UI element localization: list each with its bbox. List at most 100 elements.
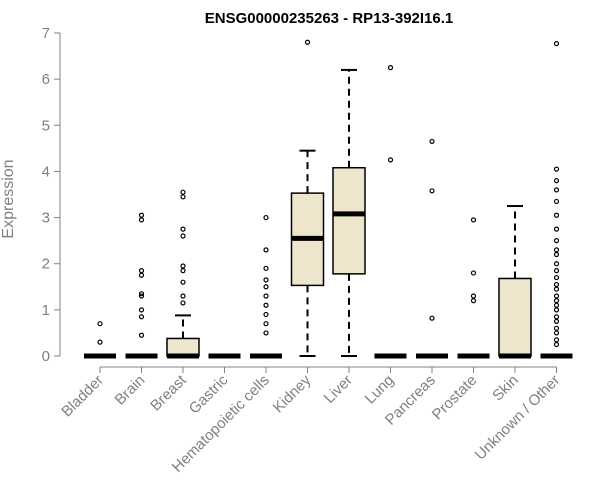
outlier-point	[387, 65, 394, 71]
outlier-point	[553, 293, 560, 299]
outlier-point	[553, 187, 560, 193]
outlier-point	[470, 298, 477, 304]
box-prostate	[457, 217, 490, 359]
y-tick-label: 1	[42, 302, 50, 319]
box-hematopoietic-cells	[250, 214, 282, 359]
y-tick-label: 3	[42, 210, 50, 227]
outlier-point	[553, 251, 560, 258]
outlier-point	[263, 321, 269, 327]
outlier-point	[553, 302, 560, 308]
box-liver	[332, 68, 366, 357]
outlier-point	[553, 318, 560, 324]
outlier-point	[553, 178, 560, 184]
outlier-point	[553, 298, 560, 304]
box-kidney	[290, 39, 325, 357]
y-tick-label: 4	[42, 163, 50, 180]
outlier-point	[263, 277, 269, 283]
box-breast	[166, 189, 200, 359]
outlier-point	[553, 212, 560, 218]
outlier-point	[470, 293, 477, 299]
outlier-point	[553, 341, 560, 348]
category-label: Liver	[321, 372, 356, 407]
outlier-point	[138, 268, 145, 274]
y-tick-label: 7	[42, 25, 50, 42]
outlier-point	[180, 263, 186, 269]
y-axis-title: Expression	[0, 159, 17, 238]
category-label: Breast	[147, 371, 190, 414]
box-unknown-other	[540, 41, 573, 359]
category-label: Bladder	[58, 372, 107, 421]
outlier-point	[553, 274, 560, 281]
category-label: Lung	[362, 372, 398, 408]
outlier-point	[180, 279, 186, 285]
outlier-point	[429, 315, 435, 321]
outlier-point	[553, 166, 560, 172]
category-label: Kidney	[270, 371, 315, 416]
y-tick-label: 2	[42, 256, 50, 273]
box-body	[332, 166, 366, 275]
y-tick-label: 6	[42, 71, 50, 88]
outlier-point	[180, 233, 186, 239]
outlier-point	[180, 300, 186, 306]
outlier-point	[553, 325, 560, 331]
outlier-point	[553, 337, 560, 343]
y-axis: 0 1 2 3 4 5 6 7	[42, 25, 61, 365]
y-tick-label: 5	[42, 117, 50, 134]
outlier-point	[553, 261, 560, 267]
outlier-point	[553, 330, 560, 336]
category-label: Skin	[489, 372, 522, 405]
category-label: Prostate	[429, 372, 481, 424]
outlier-point	[553, 238, 560, 244]
outlier-point	[138, 212, 145, 218]
outlier-point	[263, 284, 269, 290]
outlier-point	[138, 314, 145, 320]
box-bladder	[84, 321, 116, 359]
box-body	[498, 277, 532, 357]
outlier-point	[553, 307, 560, 313]
outlier-point	[263, 311, 269, 318]
box-lung	[374, 65, 407, 359]
outlier-point	[429, 138, 435, 145]
outlier-point	[304, 39, 311, 45]
outlier-point	[263, 330, 269, 336]
outlier-point	[180, 194, 186, 200]
outlier-point	[470, 270, 477, 276]
outlier-point	[470, 217, 477, 223]
outlier-point	[553, 41, 560, 47]
outlier-point	[553, 286, 560, 292]
outlier-point	[553, 198, 560, 205]
outlier-point	[180, 293, 186, 299]
outlier-point	[138, 272, 145, 278]
outlier-point	[553, 247, 560, 253]
box-brain	[125, 212, 158, 359]
outlier-point	[138, 307, 145, 313]
outlier-point	[180, 226, 186, 232]
outlier-point	[180, 189, 186, 195]
box-skin	[498, 205, 532, 359]
outlier-point	[553, 281, 560, 288]
outlier-point	[138, 293, 145, 299]
outlier-point	[429, 188, 435, 194]
plot-area	[84, 39, 573, 359]
outlier-point	[180, 268, 186, 274]
outlier-point	[263, 302, 269, 308]
outlier-point	[553, 268, 560, 274]
outlier-point	[387, 157, 394, 163]
y-tick-label: 0	[42, 348, 50, 365]
outlier-point	[263, 247, 269, 253]
outlier-point	[138, 217, 145, 223]
outlier-point	[553, 226, 560, 232]
outlier-point	[138, 291, 145, 297]
outlier-point	[138, 332, 145, 338]
outlier-point	[263, 214, 269, 221]
outlier-point	[263, 265, 269, 271]
outlier-point	[97, 321, 103, 327]
box-body	[166, 337, 200, 357]
outlier-point	[553, 314, 560, 320]
category-label: Brain	[112, 372, 149, 409]
box-pancreas	[416, 138, 448, 359]
outlier-point	[263, 293, 269, 299]
